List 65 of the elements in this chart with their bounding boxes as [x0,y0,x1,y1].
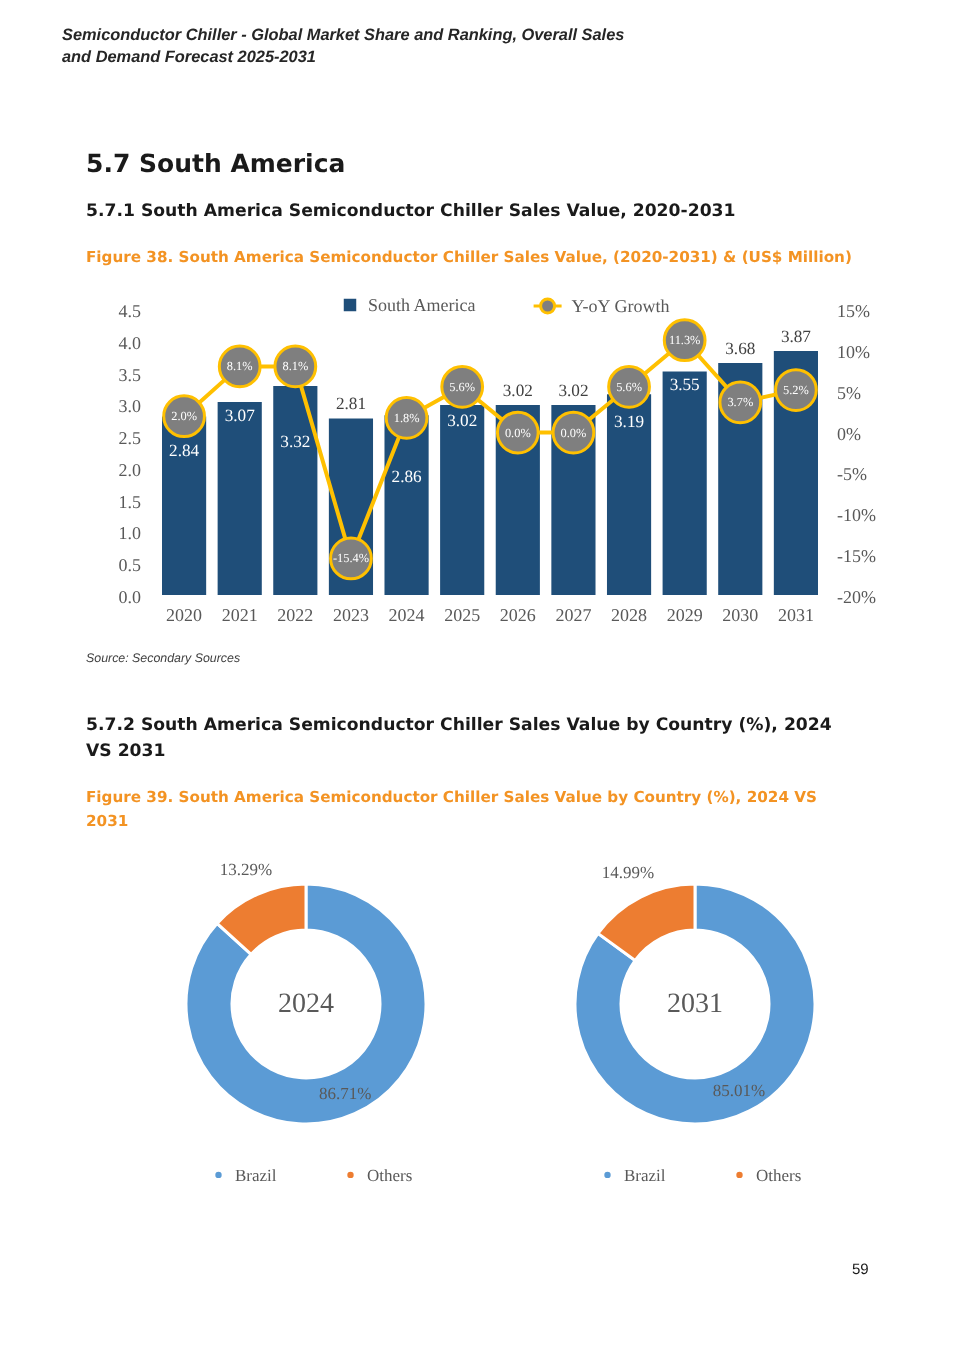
bar [271,384,320,597]
data-label: 3.02 [502,380,533,401]
data-label: 13.29% [219,858,273,879]
x-tick-label: 2022 [277,605,314,625]
x-tick-label: 2026 [499,605,537,625]
x-tick-label: 2024 [388,605,426,625]
bar [215,399,264,597]
x-tick-label: 2027 [555,605,593,625]
data-label: 3.87 [780,326,813,347]
y2-tick-label: -5% [837,464,868,485]
legend-label: South America [368,295,476,315]
data-label: 85.01% [712,1080,766,1101]
text: Semiconductor Chiller - Global Market Share and Ranking, Overall Sales and Demand Forecast 2025-2031 [62,26,626,66]
text: 5.7 South America [86,148,346,178]
y-tick-label: 4.0 [118,332,142,353]
data-label: 14.99% [601,862,655,883]
text: 2024 [278,990,334,1020]
y-tick-label: 3.5 [118,364,142,385]
text: 2031 [667,990,723,1020]
y-tick-label: 3.0 [118,396,142,417]
y-tick-label: 1.5 [118,491,142,512]
y2-tick-label: -10% [837,505,877,526]
bar [660,369,709,597]
x-tick-label: 2028 [611,605,649,625]
legend-label: Y-oY Growth [571,296,671,316]
x-tick-label: 2029 [666,605,704,625]
y2-tick-label: -20% [837,587,877,607]
bar [438,403,487,597]
y-tick-label: 2.5 [118,428,142,449]
data-label: 2.84 [169,439,201,460]
y-tick-label: 1.0 [118,523,142,544]
data-label: 86.71% [319,1082,372,1103]
x-tick-label: 2031 [777,605,814,625]
x-tick-label: 2025 [444,605,482,625]
data-label: 2.81 [335,393,366,414]
x-tick-label: 2020 [166,605,204,625]
data-label: 3.02 [558,380,589,401]
x-tick-label: 2030 [722,605,760,625]
data-label: 2.86 [391,466,424,487]
legend-label: Brazil [624,1164,667,1185]
y2-tick-label: -15% [837,546,877,567]
data-label: 3.19 [614,411,645,432]
y-tick-label: 0.5 [118,555,142,576]
legend-label: Others [367,1164,413,1185]
y2-tick-label: 10% [837,341,871,362]
legend-label: Others [756,1164,802,1185]
data-label: 3.02 [447,410,478,431]
donut-slice [573,882,817,1126]
y-tick-label: 0.0 [118,587,142,607]
data-label: 3.55 [669,374,700,395]
x-tick-label: 2021 [221,605,258,625]
text: 5.7.1 South America Semiconductor Chiller Sales Value, 2020-2031 [86,202,736,222]
data-label: 3.68 [725,338,756,359]
y2-tick-label: 5% [837,382,862,403]
y2-tick-label: 15% [837,301,871,321]
donut-slice [184,882,428,1126]
data-label: 3.07 [224,404,257,425]
y-tick-label: 4.5 [118,301,142,321]
y-tick-label: 2.0 [118,459,142,480]
legend-label: Brazil [235,1164,278,1185]
x-tick-label: 2023 [332,605,370,625]
bar [604,392,654,597]
text: 5.7.2 South America Semiconductor Chiller Sales Value by Country (%), 2024 VS 2031 [86,716,832,762]
y2-tick-label: 0% [837,423,862,444]
data-label: 3.32 [280,431,311,451]
